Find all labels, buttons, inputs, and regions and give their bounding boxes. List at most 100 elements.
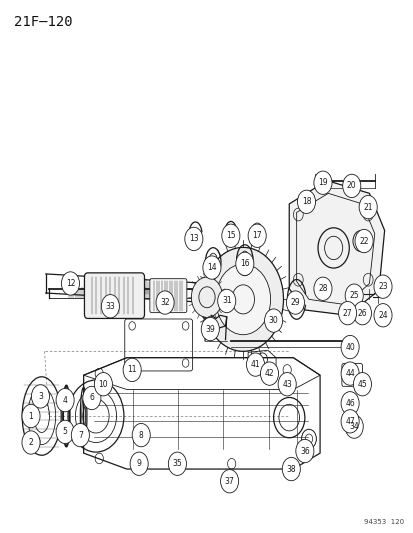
- Circle shape: [168, 452, 186, 475]
- Circle shape: [246, 353, 264, 376]
- Text: 9: 9: [136, 459, 141, 469]
- Circle shape: [340, 410, 358, 433]
- Text: 37: 37: [224, 477, 234, 486]
- Circle shape: [313, 171, 331, 195]
- Text: 18: 18: [301, 197, 311, 206]
- Text: 14: 14: [206, 263, 216, 272]
- Circle shape: [338, 302, 356, 325]
- Text: 32: 32: [160, 298, 169, 307]
- Text: 24: 24: [377, 311, 387, 320]
- Text: 2: 2: [28, 438, 33, 447]
- Circle shape: [22, 431, 40, 454]
- Text: 1: 1: [28, 411, 33, 421]
- Text: 13: 13: [189, 235, 198, 244]
- Text: 41: 41: [250, 360, 260, 369]
- Text: 33: 33: [105, 302, 115, 311]
- Text: 16: 16: [240, 260, 249, 268]
- Circle shape: [340, 362, 358, 385]
- Text: 38: 38: [286, 465, 295, 473]
- Text: 22: 22: [358, 237, 368, 246]
- Circle shape: [217, 289, 235, 313]
- FancyBboxPatch shape: [84, 273, 144, 318]
- Text: 43: 43: [282, 379, 291, 389]
- Circle shape: [345, 413, 355, 425]
- Circle shape: [356, 236, 364, 246]
- Circle shape: [373, 304, 391, 327]
- Circle shape: [130, 452, 148, 475]
- Text: 15: 15: [225, 231, 235, 240]
- Text: 12: 12: [66, 279, 75, 288]
- Text: 25: 25: [349, 291, 358, 300]
- Text: 40: 40: [344, 343, 354, 352]
- Text: 19: 19: [317, 178, 327, 187]
- Circle shape: [354, 229, 372, 253]
- FancyBboxPatch shape: [150, 279, 186, 313]
- Circle shape: [215, 264, 270, 335]
- Circle shape: [132, 423, 150, 447]
- Circle shape: [31, 385, 50, 408]
- Circle shape: [344, 284, 362, 308]
- Text: 45: 45: [357, 379, 366, 389]
- Circle shape: [94, 373, 112, 396]
- Circle shape: [56, 420, 74, 443]
- Text: 35: 35: [172, 459, 182, 469]
- Circle shape: [282, 457, 299, 481]
- Circle shape: [156, 291, 174, 314]
- Text: 6: 6: [89, 393, 94, 402]
- Text: 10: 10: [98, 379, 108, 389]
- Text: 21F–120: 21F–120: [14, 14, 72, 29]
- Circle shape: [101, 295, 119, 318]
- Circle shape: [220, 470, 238, 493]
- Circle shape: [353, 373, 370, 396]
- Circle shape: [342, 174, 360, 198]
- Circle shape: [340, 335, 358, 359]
- Circle shape: [221, 224, 239, 247]
- Circle shape: [22, 405, 40, 427]
- Text: 17: 17: [252, 231, 261, 240]
- Circle shape: [313, 277, 331, 301]
- Text: 47: 47: [344, 417, 354, 426]
- Circle shape: [235, 252, 253, 276]
- Text: 29: 29: [290, 298, 299, 307]
- Text: 30: 30: [268, 316, 278, 325]
- Circle shape: [56, 389, 74, 412]
- Circle shape: [191, 277, 222, 317]
- Text: 27: 27: [342, 309, 351, 318]
- Text: 20: 20: [346, 181, 356, 190]
- Text: 23: 23: [377, 282, 387, 291]
- Text: 44: 44: [344, 369, 354, 378]
- Circle shape: [247, 224, 266, 247]
- Circle shape: [340, 392, 358, 415]
- Polygon shape: [289, 181, 384, 316]
- Circle shape: [286, 291, 304, 314]
- Circle shape: [353, 302, 370, 325]
- Text: 39: 39: [205, 325, 215, 334]
- Text: 36: 36: [299, 447, 309, 456]
- Circle shape: [344, 415, 362, 438]
- Text: 94353  120: 94353 120: [363, 519, 404, 525]
- Text: 11: 11: [127, 366, 137, 374]
- Text: 5: 5: [62, 427, 67, 437]
- Circle shape: [297, 190, 315, 214]
- Circle shape: [202, 247, 283, 351]
- Text: 21: 21: [363, 203, 372, 212]
- Text: 26: 26: [357, 309, 366, 318]
- Circle shape: [373, 275, 391, 298]
- Circle shape: [30, 435, 40, 448]
- Circle shape: [295, 439, 313, 463]
- Text: 34: 34: [349, 422, 358, 431]
- Circle shape: [123, 358, 141, 382]
- Circle shape: [264, 309, 282, 332]
- Circle shape: [71, 423, 89, 447]
- Text: 3: 3: [38, 392, 43, 401]
- Circle shape: [184, 227, 202, 251]
- Circle shape: [358, 196, 376, 219]
- Text: 42: 42: [264, 369, 274, 378]
- Text: 46: 46: [344, 399, 354, 408]
- Circle shape: [278, 373, 296, 396]
- Circle shape: [260, 362, 278, 385]
- Circle shape: [202, 256, 221, 279]
- Text: 4: 4: [62, 395, 67, 405]
- Circle shape: [201, 317, 219, 341]
- Text: 28: 28: [318, 284, 327, 293]
